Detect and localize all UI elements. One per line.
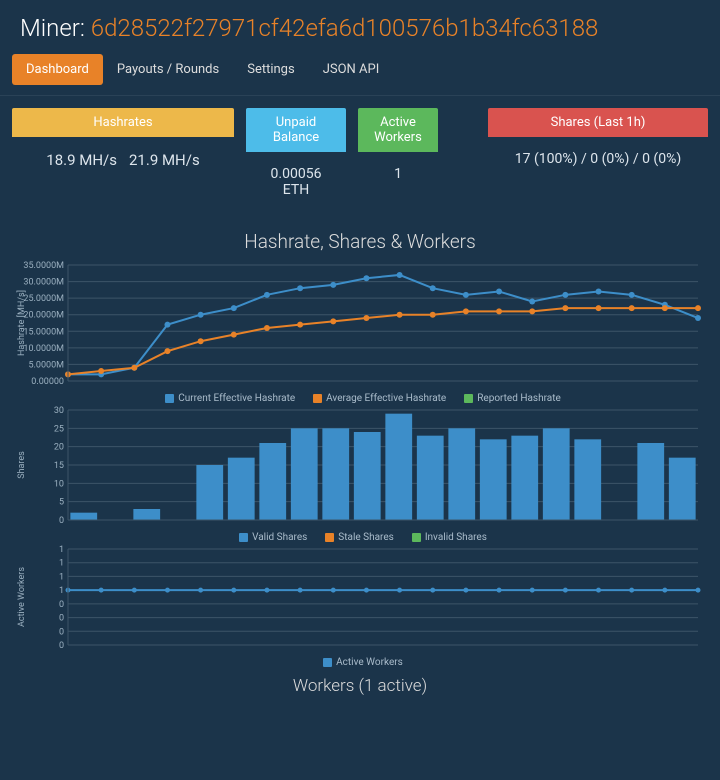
tab-settings[interactable]: Settings: [233, 54, 308, 85]
unpaid-title: Unpaid Balance: [246, 108, 346, 152]
unpaid-card: Unpaid Balance 0.00056 ETH: [246, 108, 346, 212]
svg-text:30: 30: [54, 406, 64, 416]
svg-text:0: 0: [59, 614, 64, 624]
unpaid-value: 0.00056 ETH: [271, 166, 322, 198]
tab-dashboard[interactable]: Dashboard: [12, 54, 103, 85]
svg-text:0: 0: [59, 641, 64, 651]
svg-text:10: 10: [54, 479, 64, 489]
workers-title: Active Workers: [358, 108, 438, 152]
hashrate-value-2: 21.9 MH/s: [129, 151, 200, 169]
chart-section-title: Hashrate, Shares & Workers: [0, 230, 720, 253]
miner-label: Miner:: [20, 14, 85, 42]
svg-text:1: 1: [59, 545, 64, 555]
miner-address: 6d28522f27971cf42efa6d100576b1b34fc63188: [91, 14, 599, 42]
hashrate-legend: Current Effective HashrateAverage Effect…: [12, 393, 708, 404]
svg-text:Active Workers: Active Workers: [17, 567, 27, 627]
svg-text:25.0000M: 25.0000M: [23, 294, 64, 304]
tab-payouts[interactable]: Payouts / Rounds: [103, 54, 233, 85]
svg-text:1: 1: [59, 586, 64, 596]
svg-text:1: 1: [59, 559, 64, 569]
shares-value: 17 (100%) / 0 (0%) / 0 (0%): [515, 151, 681, 167]
svg-text:10.0000M: 10.0000M: [23, 344, 64, 354]
hashrates-title: Hashrates: [12, 108, 234, 137]
svg-text:15.0000M: 15.0000M: [23, 327, 64, 337]
hashrates-card: Hashrates 18.9 MH/s 21.9 MH/s: [12, 108, 234, 212]
workers-legend: Active Workers: [12, 657, 708, 668]
svg-text:Hashrate [MH/s]: Hashrate [MH/s]: [17, 290, 27, 356]
shares-card: Shares (Last 1h) 17 (100%) / 0 (0%) / 0 …: [488, 108, 708, 212]
svg-text:25: 25: [54, 424, 64, 434]
hashrate-value-1: 18.9 MH/s: [46, 151, 117, 169]
svg-text:20.0000M: 20.0000M: [23, 311, 64, 321]
shares-title: Shares (Last 1h): [488, 108, 708, 137]
workers-value: 1: [394, 166, 402, 182]
hashrate-chart: 0.00000 5.0000M 10.0000M 15.0000M 20.0000M 25…: [12, 259, 708, 395]
svg-text:35.0000M: 35.0000M: [23, 261, 64, 271]
svg-text:1: 1: [59, 572, 64, 582]
tab-json-api[interactable]: JSON API: [309, 54, 394, 85]
workers-table-title: Workers (1 active): [0, 676, 720, 696]
svg-text:30.0000M: 30.0000M: [23, 278, 64, 288]
svg-text:5.0000M: 5.0000M: [28, 360, 64, 370]
svg-text:Shares: Shares: [17, 451, 27, 479]
shares-legend: Valid SharesStale SharesInvalid Shares: [12, 532, 708, 543]
svg-text:0.00000: 0.00000: [31, 377, 64, 387]
workers-chart: 0 0 0 0 1 1 1 1 Active Workers: [12, 543, 708, 659]
page-title: Miner: 6d28522f27971cf42efa6d100576b1b34…: [0, 0, 720, 50]
svg-text:0: 0: [59, 627, 64, 637]
stats-row: Hashrates 18.9 MH/s 21.9 MH/s Unpaid Bal…: [0, 108, 720, 212]
tabs: Dashboard Payouts / Rounds Settings JSON…: [0, 50, 720, 96]
shares-chart: 0 5 10 15 20 25 30 Shares: [12, 404, 708, 534]
svg-text:15: 15: [54, 461, 64, 471]
svg-text:0: 0: [59, 600, 64, 610]
svg-text:20: 20: [54, 443, 64, 453]
svg-text:5: 5: [59, 498, 64, 508]
workers-card: Active Workers 1: [358, 108, 438, 212]
svg-text:0: 0: [59, 516, 64, 526]
